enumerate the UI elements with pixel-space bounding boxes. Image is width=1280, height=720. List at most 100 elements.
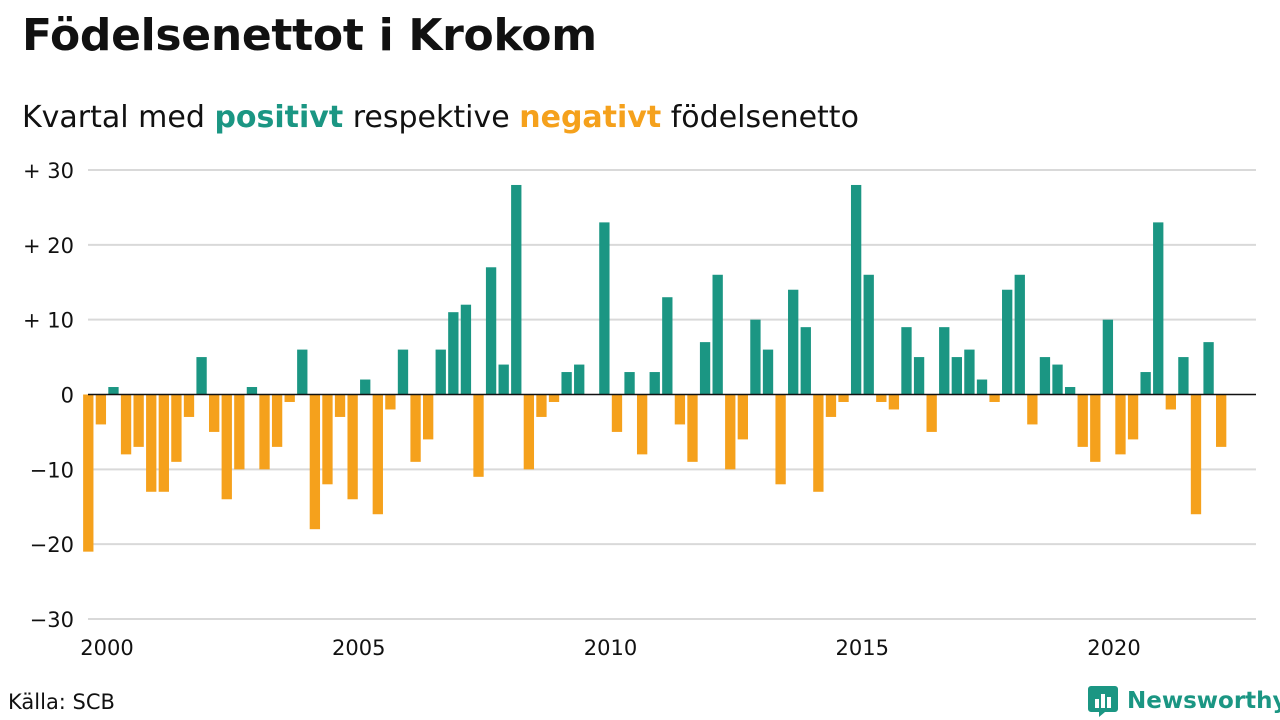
data-bar — [599, 222, 610, 395]
data-bar — [108, 387, 119, 395]
data-bar — [939, 327, 950, 395]
data-bar — [209, 394, 220, 432]
data-bar — [649, 372, 660, 395]
subtitle-prefix: Kvartal med — [22, 100, 205, 135]
data-bar — [989, 394, 1000, 402]
x-tick-label: 2015 — [836, 636, 889, 660]
data-bar — [850, 184, 862, 395]
data-bar — [1203, 342, 1214, 395]
data-bar — [574, 364, 585, 395]
data-bar — [901, 327, 912, 395]
data-bar — [498, 364, 509, 395]
data-bar — [1077, 394, 1088, 447]
data-bar — [687, 394, 698, 462]
y-tick-label: −30 — [30, 608, 74, 632]
data-bar — [1216, 394, 1227, 447]
data-bar — [750, 319, 761, 395]
chart-title: Födelsenettot i Krokom — [22, 10, 597, 61]
data-bar — [171, 394, 182, 462]
data-bar — [976, 379, 988, 395]
data-bar — [385, 394, 396, 410]
data-bar — [662, 297, 673, 395]
y-tick-label: −10 — [30, 458, 74, 482]
brand-logo: Newsworthy — [1087, 684, 1280, 718]
data-bar — [234, 394, 245, 470]
x-tick-label: 2020 — [1087, 636, 1140, 660]
subtitle-negative-word: negativt — [519, 100, 662, 135]
y-tick-label: −20 — [30, 533, 74, 557]
data-bar — [1190, 394, 1202, 515]
data-bar — [825, 394, 837, 417]
data-bar — [196, 357, 207, 395]
data-bar — [221, 394, 232, 500]
data-bar — [158, 394, 169, 492]
y-tick-label: 0 — [61, 384, 74, 408]
y-tick-label: + 10 — [23, 309, 74, 333]
data-bar — [347, 394, 358, 500]
data-bar — [725, 394, 736, 470]
data-bar — [863, 274, 874, 395]
data-bar — [1178, 357, 1189, 395]
brand-name: Newsworthy — [1127, 688, 1280, 714]
data-bar — [636, 394, 648, 455]
data-bar — [1115, 394, 1126, 455]
data-bar — [1002, 289, 1013, 395]
data-bar — [813, 394, 824, 492]
bars — [83, 184, 1227, 552]
data-bar — [259, 394, 270, 470]
data-bar — [1027, 394, 1038, 425]
data-bar — [737, 394, 748, 440]
data-bar — [423, 394, 434, 440]
data-bar — [1039, 357, 1051, 395]
subtitle-suffix: födelsenetto — [670, 100, 859, 135]
data-bar — [372, 394, 383, 515]
data-bar — [435, 349, 446, 395]
data-bar — [83, 394, 94, 552]
data-bar — [133, 394, 144, 447]
data-bar — [1052, 364, 1063, 395]
data-bar — [762, 349, 774, 395]
data-bar — [838, 394, 849, 402]
data-bar — [511, 184, 522, 395]
data-bar — [448, 312, 459, 395]
data-bar — [699, 342, 711, 395]
data-bar — [397, 349, 409, 395]
subtitle-positive-word: positivt — [214, 100, 344, 135]
data-bar — [410, 394, 421, 462]
data-bar — [536, 394, 547, 417]
data-bar — [246, 387, 258, 395]
data-bar — [712, 274, 723, 395]
data-bar — [876, 394, 887, 402]
data-bar — [183, 394, 195, 417]
data-bar — [1014, 274, 1025, 395]
data-bar — [1064, 387, 1076, 395]
data-bar — [1140, 372, 1151, 395]
data-bar — [674, 394, 686, 425]
data-bar — [485, 267, 497, 395]
x-tick-label: 2005 — [332, 636, 385, 660]
data-bar — [460, 304, 472, 395]
data-bar — [1090, 394, 1101, 462]
data-bar — [334, 394, 346, 417]
x-tick-label: 2000 — [80, 636, 133, 660]
y-tick-label: + 20 — [23, 234, 74, 258]
data-bar — [523, 394, 535, 470]
x-tick-label: 2010 — [584, 636, 637, 660]
data-bar — [271, 394, 283, 447]
data-bar — [1102, 319, 1114, 395]
data-bar — [322, 394, 333, 485]
data-bar — [788, 289, 799, 395]
newsworthy-logo-icon — [1088, 686, 1118, 717]
chart-subtitle: Kvartal med positivt respektive negativt… — [22, 100, 859, 135]
data-bar — [800, 327, 811, 395]
data-bar — [1127, 394, 1139, 440]
data-bar — [624, 372, 635, 395]
data-bar — [309, 394, 321, 530]
data-bar — [964, 349, 975, 395]
data-bar — [951, 357, 962, 395]
source-note: Källa: SCB — [8, 690, 115, 714]
data-bar — [561, 372, 572, 395]
data-bar — [120, 394, 132, 455]
